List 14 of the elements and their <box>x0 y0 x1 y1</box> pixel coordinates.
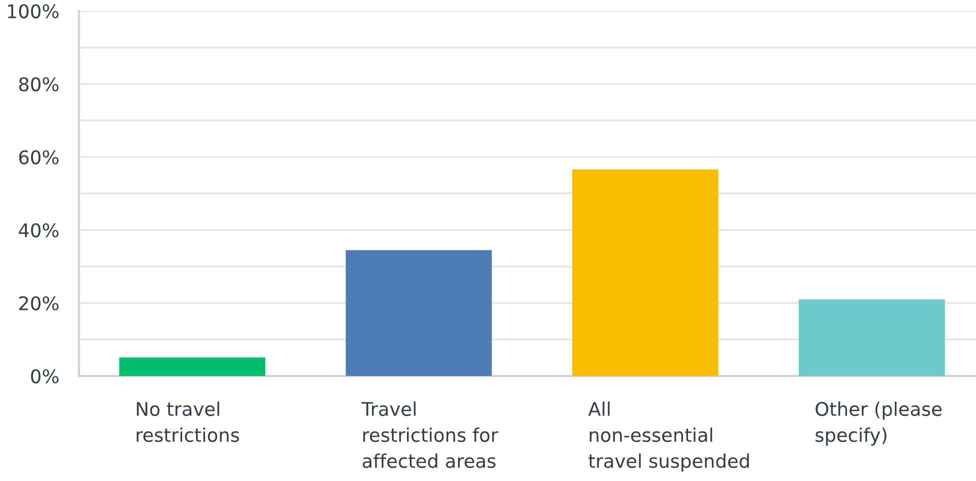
x-tick-label: No travel restrictions <box>136 402 239 442</box>
x-tick-label: All non-essential travel suspended <box>588 402 749 472</box>
y-tick-label: 20% <box>19 296 59 310</box>
x-tick-label: Other (please specify) <box>816 402 942 446</box>
y-tick-label: 40% <box>18 223 59 238</box>
x-tick-label: Travel restrictions for affected areas <box>362 402 498 468</box>
bar <box>119 357 266 376</box>
y-tick-label: 60% <box>19 150 59 164</box>
bar <box>346 250 492 376</box>
y-tick-label: 100% <box>8 4 59 18</box>
bar <box>572 169 718 376</box>
y-tick-label: 0% <box>31 369 59 384</box>
y-tick-label: 80% <box>19 77 59 92</box>
bar <box>798 299 945 376</box>
